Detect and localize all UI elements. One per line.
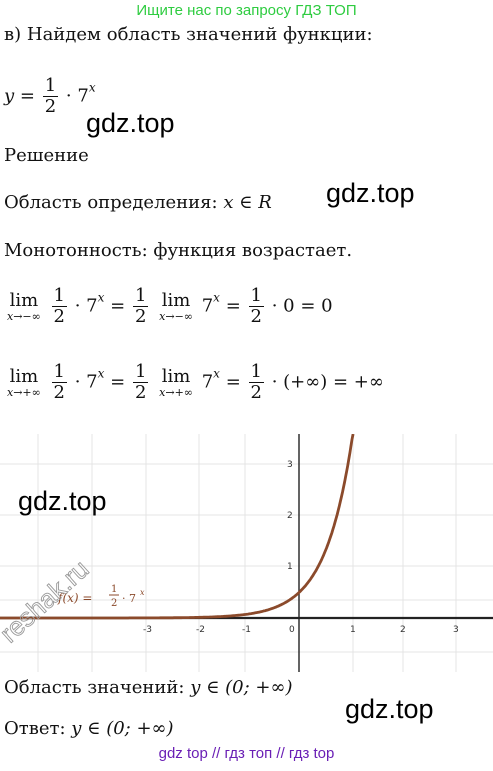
y-tick: 2 xyxy=(287,511,293,521)
lim1-op2: lim x→−∞ xyxy=(159,289,193,323)
svg-text:2: 2 xyxy=(111,598,117,609)
watermark-1: gdz.top xyxy=(86,108,175,138)
func-lhs: y xyxy=(4,85,15,107)
graph-svg: -3 -2 -1 0 1 2 3 1 2 3 f(x) = 1 2 · 7 x … xyxy=(0,433,493,672)
lim1-op: lim x→−∞ xyxy=(7,289,41,323)
x-tick: -1 xyxy=(242,625,251,635)
x-tick: 1 xyxy=(350,625,356,635)
svg-text:· 7: · 7 xyxy=(122,592,136,605)
svg-text:x: x xyxy=(140,588,145,597)
y-tick: 3 xyxy=(287,460,293,470)
x-tick-labels: -3 -2 -1 0 1 2 3 xyxy=(143,625,459,635)
y-tick: 1 xyxy=(287,562,293,572)
domain-expr: x ∈ R xyxy=(223,192,272,213)
x-tick: -2 xyxy=(196,625,205,635)
func-exp: x xyxy=(88,80,96,95)
watermark-2: gdz.top xyxy=(326,178,415,208)
lim1-eq1: = xyxy=(110,295,126,317)
lim1-base: · 7 xyxy=(74,295,98,317)
watermark-4: gdz.top xyxy=(345,694,434,724)
answer-line: Ответ: y ∈ (0; +∞) xyxy=(4,718,174,739)
answer-text: Ответ: xyxy=(4,718,66,739)
range-line: Область значений: y ∈ (0; +∞) xyxy=(4,677,293,698)
func-base: · 7 xyxy=(65,85,89,107)
monotonic-line: Монотонность: функция возрастает. xyxy=(4,240,353,261)
domain-text: Область определения: xyxy=(4,192,218,213)
lim1-exp: x xyxy=(97,290,105,305)
domain-line: Область определения: x ∈ R xyxy=(4,192,272,213)
lim1-eq2: = xyxy=(225,295,241,317)
x-tick: -3 xyxy=(143,625,152,635)
x-tick: 2 xyxy=(400,625,406,635)
lim1-tail: · 0 = 0 xyxy=(271,295,333,317)
func-den: 2 xyxy=(44,96,57,117)
grid xyxy=(0,434,493,672)
lim2-eq1: = xyxy=(110,371,126,393)
lim1-base2: 7 xyxy=(201,295,214,317)
x-tick: 3 xyxy=(453,625,459,635)
y-tick-labels: 1 2 3 xyxy=(287,460,293,572)
answer-expr: y ∈ (0; +∞) xyxy=(71,718,174,739)
exp-curve xyxy=(0,433,355,620)
func-num: 1 xyxy=(42,75,59,97)
curve-label: f(x) = 1 2 · 7 x xyxy=(57,584,145,609)
lim2-exp2: x xyxy=(213,366,220,381)
func-eq: = xyxy=(19,85,35,107)
footer-links[interactable]: gdz top // гдз топ // гдз top xyxy=(158,745,335,762)
lim1-exp2: x xyxy=(213,290,220,305)
solution-label: Решение xyxy=(4,145,89,166)
top-banner[interactable]: Ищите нас по запросу ГДЗ ТОП xyxy=(136,2,357,19)
svg-text:1: 1 xyxy=(111,584,117,595)
task-statement: в) Найдем область значений функции: xyxy=(4,24,373,45)
lim2-tail: · (+∞) = +∞ xyxy=(271,371,384,393)
lim2-op: lim x→+∞ xyxy=(7,365,41,399)
function-graph: -3 -2 -1 0 1 2 3 1 2 3 f(x) = 1 2 · 7 x … xyxy=(0,433,493,672)
watermark-3: gdz.top xyxy=(18,486,107,516)
svg-text:f(x) =: f(x) = xyxy=(57,591,92,605)
lim2-base: · 7 xyxy=(74,371,98,393)
lim2-eq2: = xyxy=(225,371,241,393)
lim2-exp: x xyxy=(97,366,105,381)
lim2-base2: 7 xyxy=(201,371,214,393)
range-text: Область значений: xyxy=(4,677,185,698)
range-expr: y ∈ (0; +∞) xyxy=(190,677,293,698)
lim2-op2: lim x→+∞ xyxy=(159,365,193,399)
x-tick: 0 xyxy=(289,625,295,635)
